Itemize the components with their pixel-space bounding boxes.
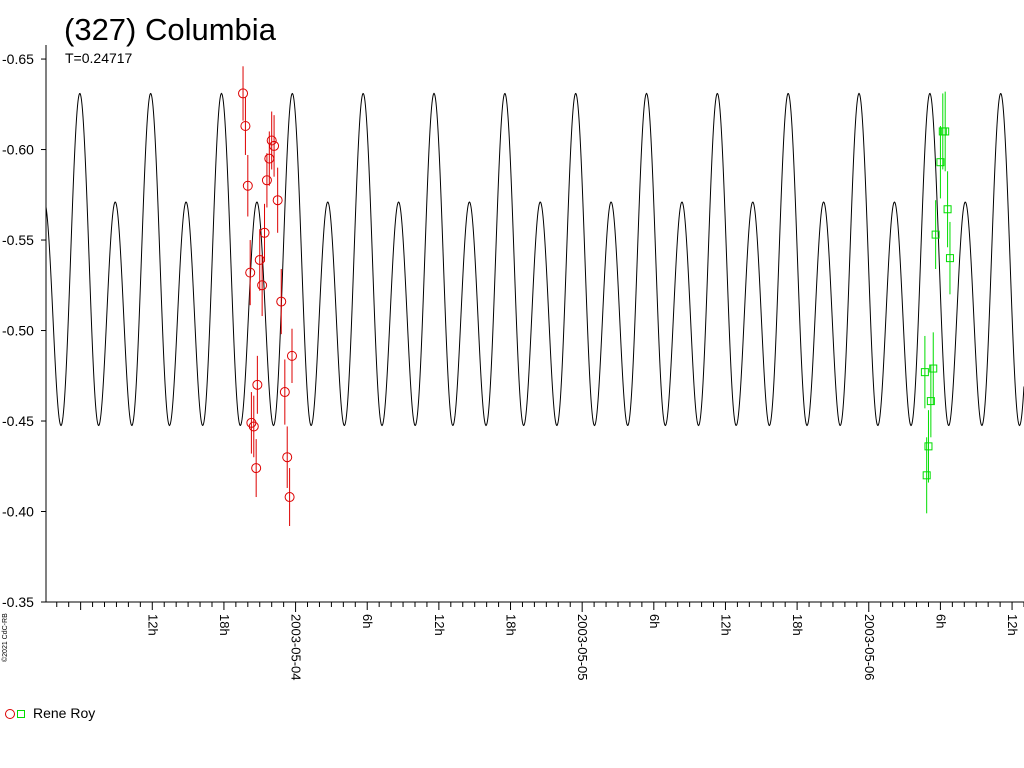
y-tick-label: -0.45 [2,413,34,429]
y-tick-label: -0.35 [2,594,34,610]
data-point-square [922,471,931,480]
data-point-circle [242,180,253,191]
series-2 [920,91,954,514]
data-point-circle [272,195,283,206]
model-curve [45,92,1024,427]
data-point-circle [266,135,277,146]
y-tick-label: -0.55 [2,232,34,248]
chart-subtitle: T=0.24717 [65,50,133,66]
y-tick-label: -0.65 [2,51,34,67]
chart-title: (327) Columbia [64,12,277,47]
data-point-square [936,158,945,167]
y-tick-label: -0.60 [2,142,34,158]
data-point-circle [252,379,263,390]
y-tick-label: -0.50 [2,323,34,339]
data-point-circle [276,296,287,307]
x-date-label: 2003-05-06 [862,614,877,681]
data-point-circle [248,421,259,432]
x-tick-label: 12h [718,614,733,636]
legend-circle-marker [5,709,15,719]
x-tick-label: 6h [360,614,375,628]
data-point-circle [269,140,280,151]
data-point-circle [251,463,262,474]
y-axis: -0.65 -0.60 -0.55 -0.50 -0.45 -0.40 -0.35 [2,51,46,610]
x-date-label: 2003-05-04 [289,614,304,681]
data-point-circle [279,387,290,398]
x-tick-label: 6h [933,614,948,628]
data-point-circle [259,227,270,238]
data-point-circle [286,350,297,361]
y-tick-label: -0.40 [2,504,34,520]
series-1 [238,66,297,526]
data-point-square [941,127,950,136]
data-point-square [920,368,929,377]
legend-square-marker [17,710,25,718]
x-tick-label: 18h [790,614,805,636]
data-point-square [943,205,952,214]
x-tick-label: 12h [1005,614,1020,636]
data-point-square [945,254,954,263]
x-tick-label: 12h [432,614,447,636]
legend-label: Rene Roy [33,705,95,721]
x-tick-label: 18h [504,614,519,636]
x-axis: 12h 18h 6h 12h 18h 6h 12h 18h 6h 12h 2003-05-04 200… [56,602,1024,681]
data-point-circle [284,492,295,503]
data-point-circle [257,280,268,291]
x-tick-label: 18h [217,614,232,636]
data-point-square [931,230,940,239]
legend: Rene Roy [5,705,95,721]
data-point-circle [238,88,249,99]
x-tick-label: 12h [145,614,160,636]
x-date-label: 2003-05-05 [575,614,590,681]
data-point-circle [245,267,256,278]
x-tick-label: 6h [647,614,662,628]
credit-text: ©2021 CdC-RB [1,613,9,662]
data-series [238,66,954,526]
data-point-square [926,397,935,406]
data-point-circle [282,452,293,463]
data-point-square [924,442,933,451]
data-point-square [929,364,938,373]
data-point-circle [240,121,251,132]
data-point-circle [261,175,272,186]
